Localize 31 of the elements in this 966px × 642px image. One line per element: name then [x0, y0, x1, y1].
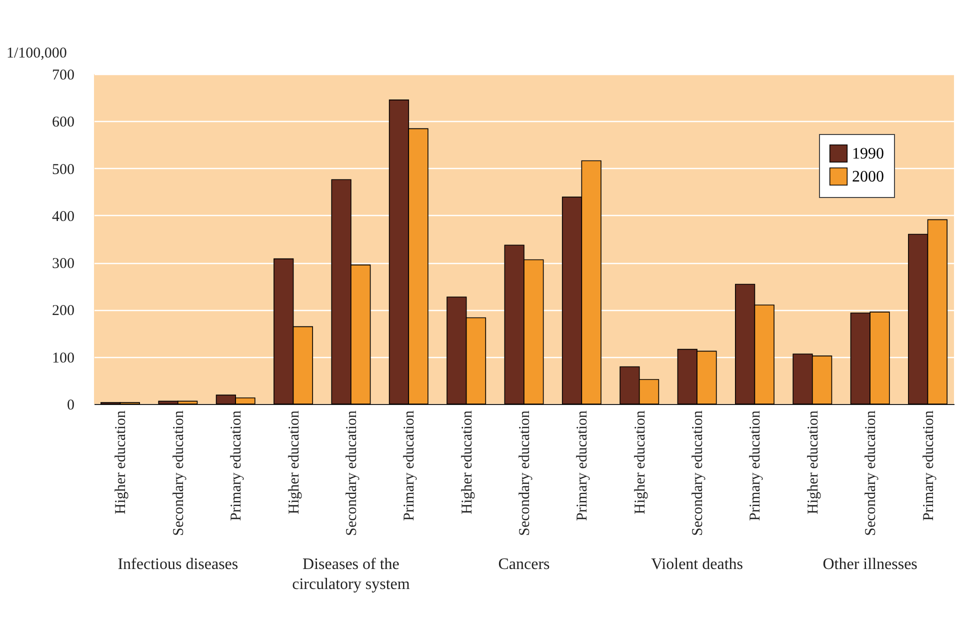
x-tick-label: Primary education — [920, 410, 937, 521]
x-tick-label: Primary education — [228, 410, 245, 521]
legend-label: 1990 — [852, 146, 884, 162]
x-tick-label: Secondary education — [863, 410, 880, 536]
text: Cancers — [498, 556, 550, 573]
text: Other illnesses — [822, 556, 918, 573]
x-tick-label: Higher education — [632, 410, 648, 514]
y-tick-label: 700 — [52, 68, 74, 84]
x-tick-label: Higher education — [459, 410, 476, 514]
y-tick-label: 0 — [67, 398, 74, 414]
x-tick-label: Secondary education — [170, 410, 187, 536]
x-tick-label: Primary education — [402, 410, 418, 521]
y-tick-label: 100 — [52, 350, 74, 366]
y-tick-label: 600 — [52, 114, 74, 131]
x-tick-label: Higher education — [113, 410, 130, 514]
y-tick-label: 400 — [52, 208, 74, 225]
y-tick-label: 300 — [52, 256, 74, 272]
text: Diseases of the circulatory system — [292, 556, 410, 593]
x-tick-label: Primary education — [748, 410, 764, 521]
x-tick-label: Secondary education — [344, 410, 360, 536]
x-tick-label: Higher education — [805, 410, 822, 514]
x-tick-label: Primary education — [574, 410, 591, 521]
text: Infectious diseases — [118, 556, 238, 573]
y-tick-label: 200 — [52, 303, 74, 320]
legend-label: 2000 — [852, 168, 884, 186]
y-axis-title: 1/100,000 — [6, 46, 67, 62]
text: Violent deaths — [651, 556, 743, 573]
x-tick-label: Higher education — [286, 410, 302, 514]
y-tick-label: 500 — [52, 162, 74, 178]
x-tick-label: Secondary education — [517, 410, 533, 536]
x-tick-label: Secondary education — [690, 410, 706, 536]
